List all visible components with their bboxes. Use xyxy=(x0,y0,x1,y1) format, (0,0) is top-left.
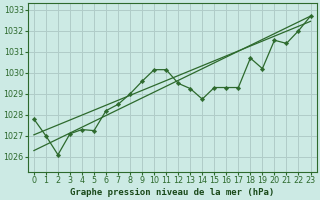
X-axis label: Graphe pression niveau de la mer (hPa): Graphe pression niveau de la mer (hPa) xyxy=(70,188,274,197)
